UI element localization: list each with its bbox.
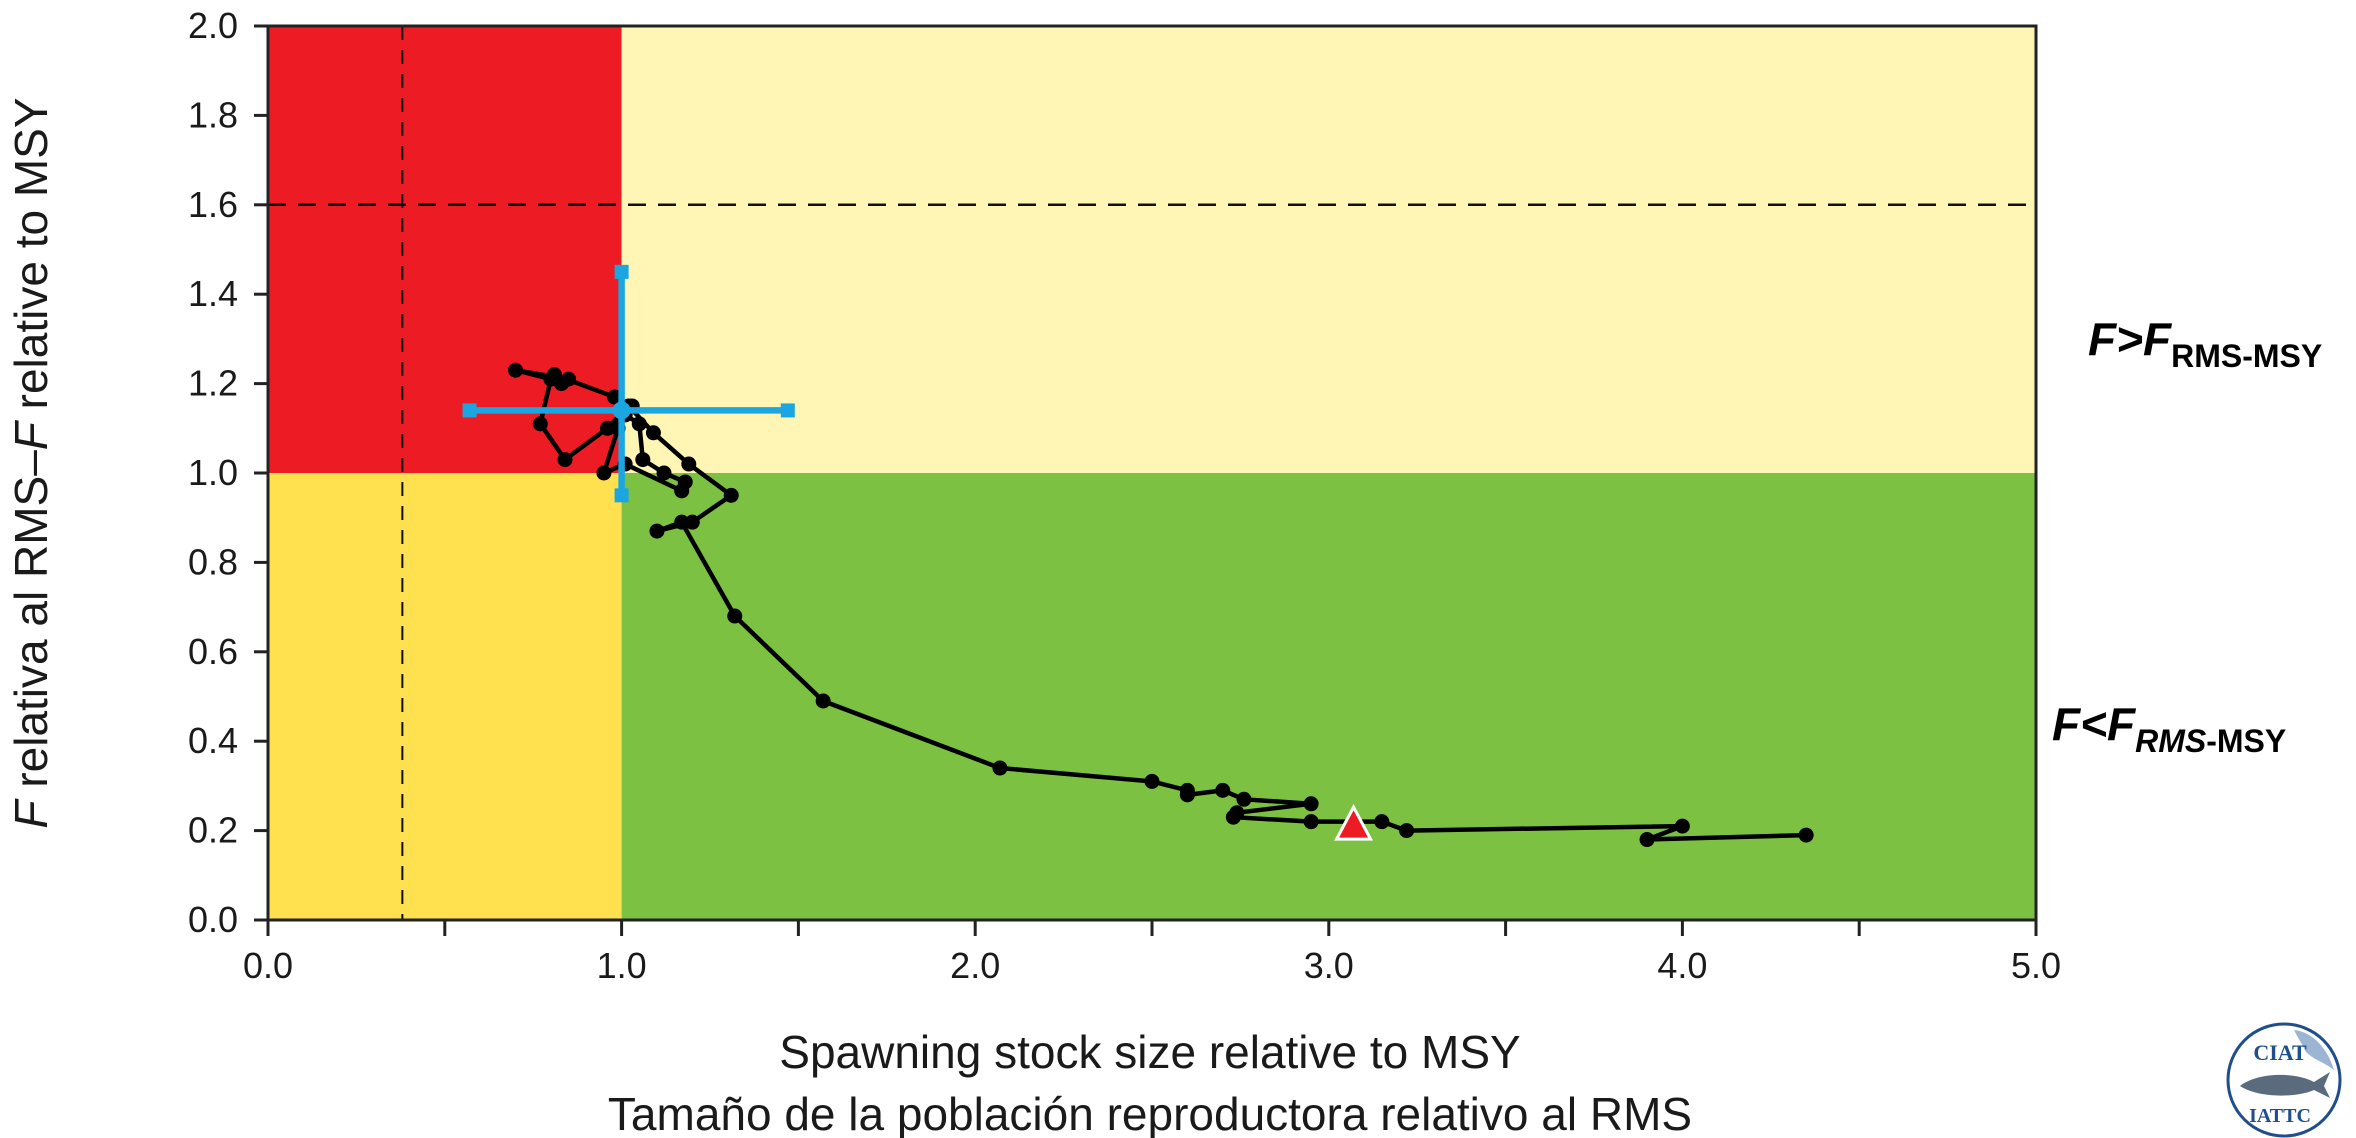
trajectory-point [674, 514, 690, 530]
current-point-triangle [1334, 803, 1374, 841]
y-axis-title-post: relative to MSY [5, 97, 57, 422]
x-axis: 0.0 1.0 2.0 3.0 4.0 5.0 [243, 920, 2061, 986]
y-tick-label: 0.8 [188, 541, 238, 582]
trajectory-point [635, 452, 651, 468]
trajectory-point [645, 425, 661, 441]
estimate-bar-cap [780, 403, 795, 418]
iattc-logo: CIAT IATTC [2226, 1022, 2342, 1138]
trajectory-point [557, 452, 573, 468]
tuna-icon [2240, 1072, 2330, 1098]
trajectory-point [1399, 823, 1415, 839]
y-axis-title-mid: relativa al RMS– [5, 450, 57, 801]
logo-top-text: CIAT [2253, 1040, 2307, 1065]
trajectory-point [681, 456, 697, 472]
y-axis-title-f2: F [5, 419, 57, 450]
estimate-point [612, 401, 631, 420]
zone-label-below-msy: F<FRMS-MSY [2052, 698, 2286, 759]
trajectory-point [1303, 814, 1319, 830]
zone-overfished-overfishing [268, 26, 622, 473]
x-tick-label: 2.0 [950, 945, 1000, 986]
y-tick-label: 1.8 [188, 94, 238, 135]
y-tick-label: 1.4 [188, 273, 238, 314]
y-axis: 0.0 0.2 0.4 0.6 0.8 1.0 1.2 1.4 1.6 1.8 2.0 [188, 5, 268, 940]
trajectory-point [1229, 805, 1245, 821]
x-axis-title-spanish: Tamaño de la población reproductora rela… [608, 1088, 1692, 1138]
estimate-layer [462, 264, 795, 503]
estimate-bar-cap [462, 403, 477, 418]
trajectory-point [1798, 827, 1814, 843]
trajectory-point [684, 514, 700, 530]
trajectory-point [1179, 782, 1195, 798]
zone-label-upper-op: >F [2116, 313, 2173, 365]
trajectory-point [1215, 782, 1231, 798]
reference-lines [268, 26, 2036, 920]
zone-label-lower-f: F [2052, 698, 2082, 750]
zone-label-upper-sub: RMS-MSY [2171, 338, 2322, 374]
y-tick-label: 1.2 [188, 363, 238, 404]
x-tick-label: 1.0 [597, 945, 647, 986]
y-tick-label: 1.0 [188, 452, 238, 493]
trajectory-point [1144, 773, 1160, 789]
trajectory-point [1236, 791, 1252, 807]
trajectory-point [508, 362, 524, 378]
zone-healthy [621, 473, 2036, 920]
trajectory-point [815, 693, 831, 709]
x-tick-label: 5.0 [2011, 945, 2061, 986]
trajectory-point [1639, 832, 1655, 848]
x-axis-title: Spawning stock size relative to MSY [779, 1026, 1520, 1078]
trajectory-point [599, 420, 615, 436]
x-tick-label: 4.0 [1657, 945, 1707, 986]
trajectory-point [532, 416, 548, 432]
zone-label-above-msy: F>FRMS-MSY [2088, 313, 2322, 374]
trajectory-point [727, 608, 743, 624]
trajectory-point [723, 487, 739, 503]
y-tick-label: 1.6 [188, 184, 238, 225]
zones-layer [268, 26, 2036, 920]
trajectory-point [649, 523, 665, 539]
trajectory-point [656, 465, 672, 481]
estimate-bar-cap [614, 264, 629, 279]
trajectory-point [674, 483, 690, 499]
trajectory-point [607, 389, 623, 405]
y-tick-label: 0.4 [188, 720, 238, 761]
estimate-bar-cap [614, 488, 629, 503]
y-tick-label: 0.6 [188, 631, 238, 672]
y-axis-title-f1: F [5, 798, 57, 829]
logo-bottom-text: IATTC [2249, 1105, 2311, 1127]
zone-label-lower-sub-rest: -MSY [2206, 723, 2286, 759]
zone-label-upper-f: F [2088, 313, 2118, 365]
zone-label-lower-sub-italic: RMS [2135, 723, 2207, 759]
y-axis-title: F relativa al RMS–F relative to MSY [5, 97, 57, 828]
trajectory-point [596, 465, 612, 481]
trajectory-point [1303, 796, 1319, 812]
trajectory-point [1674, 818, 1690, 834]
zone-label-lower-op: <F [2080, 698, 2137, 750]
zone-overfished [268, 473, 622, 920]
trajectory-point [1374, 814, 1390, 830]
y-tick-label: 2.0 [188, 5, 238, 46]
trajectory-point [992, 760, 1008, 776]
x-tick-label: 0.0 [243, 945, 293, 986]
y-tick-label: 0.2 [188, 810, 238, 851]
trajectory-point [546, 367, 562, 383]
zone-overfishing [621, 26, 2036, 473]
logo-map-shape [2294, 1030, 2334, 1070]
x-tick-label: 3.0 [1304, 945, 1354, 986]
y-tick-label: 0.0 [188, 899, 238, 940]
trajectory-point [631, 416, 647, 432]
